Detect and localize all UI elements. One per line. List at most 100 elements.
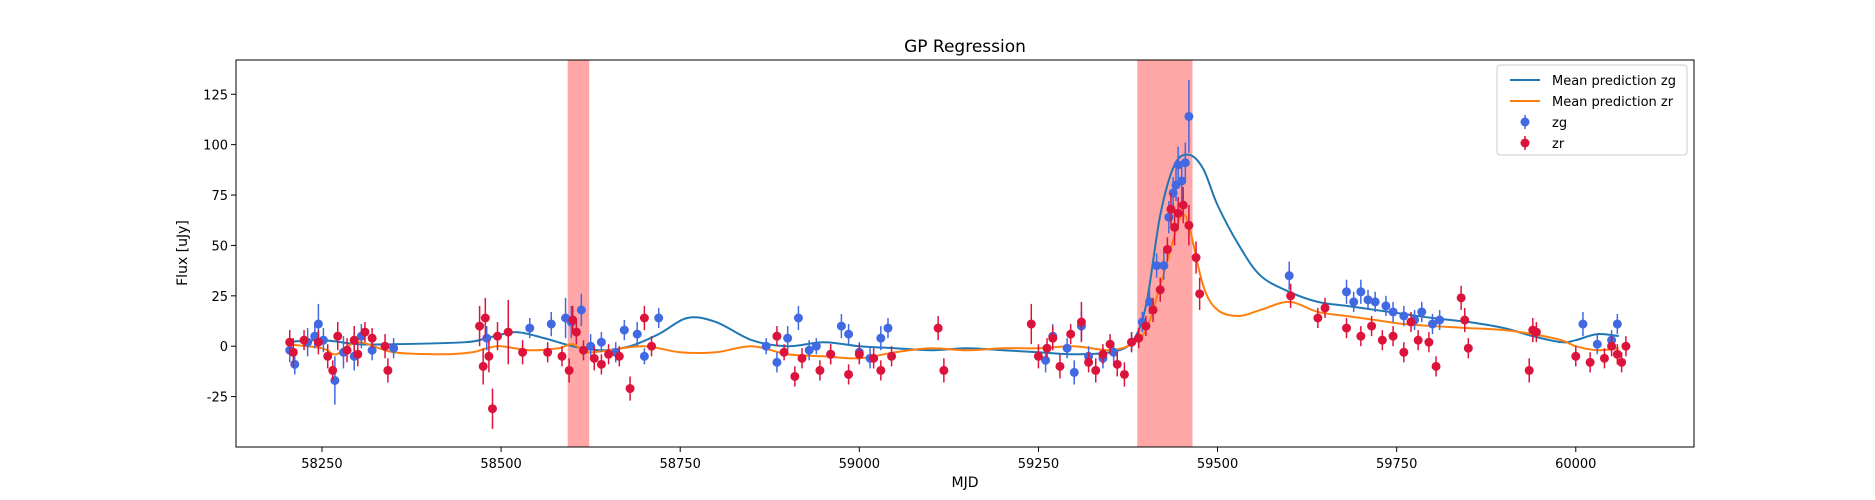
zg-point [1356, 279, 1366, 304]
y-tick-label: 25 [211, 290, 228, 305]
y-tick-label: 0 [220, 340, 228, 355]
zg-point [576, 293, 586, 327]
zr-point [596, 354, 606, 375]
zg-point [876, 326, 886, 351]
zr-marker [1141, 321, 1151, 331]
zr-point [790, 366, 800, 387]
zr-point [1617, 352, 1627, 373]
zr-marker [1191, 253, 1201, 263]
zr-marker [1119, 369, 1129, 379]
zr-point [1055, 354, 1065, 379]
zr-point [1531, 322, 1541, 343]
y-tick-label: 75 [211, 189, 228, 204]
zr-marker [480, 313, 490, 323]
zr-marker [596, 359, 606, 369]
zr-point [876, 360, 886, 381]
zg-marker [783, 333, 793, 343]
zr-point [1413, 330, 1423, 351]
zr-point [288, 338, 298, 367]
zr-marker [625, 384, 635, 394]
zg-point [1152, 253, 1162, 278]
zr-point [647, 336, 657, 357]
zr-marker [779, 347, 789, 357]
zr-marker [1042, 343, 1052, 353]
x-tick-label: 58500 [480, 457, 521, 472]
zr-marker [1424, 337, 1434, 347]
zg-point [654, 307, 664, 329]
zg-marker [1152, 261, 1162, 271]
zr-marker [1055, 361, 1065, 371]
zr-point [1191, 241, 1201, 274]
zr-point [887, 346, 897, 367]
zg-point [1184, 80, 1194, 153]
zr-marker [815, 365, 825, 375]
zg-marker [761, 341, 771, 351]
legend-label: zg [1552, 116, 1567, 131]
zg-point [1173, 146, 1183, 183]
zg-marker [367, 345, 377, 355]
zg-marker [619, 325, 629, 335]
zr-point [557, 346, 567, 367]
zr-point [1178, 186, 1188, 224]
zg-marker [1164, 212, 1174, 222]
zg-point [793, 305, 803, 331]
y-tick-label: -25 [207, 391, 228, 406]
zg-point [1177, 160, 1187, 202]
zg-point [1612, 313, 1622, 335]
zg-marker [586, 341, 596, 351]
zr-marker [1463, 343, 1473, 353]
zg-marker [793, 313, 803, 323]
zg-point [836, 313, 846, 339]
zr-point [1377, 330, 1387, 351]
zr-point [1155, 277, 1165, 302]
zr-point [1148, 297, 1158, 323]
zr-point [1112, 352, 1122, 377]
zr-point [1342, 318, 1352, 339]
plot-frame [235, 59, 1695, 448]
zr-marker [1388, 331, 1398, 341]
zr-marker [1026, 319, 1036, 329]
zg-point [1349, 291, 1359, 312]
zg-marker [883, 323, 893, 333]
zg-marker [1399, 311, 1409, 321]
x-axis-ticks: 58250 58500 58750 59000 59250 59500 59750 60000 [301, 447, 1596, 472]
zg-point [804, 340, 814, 361]
zr-point [1084, 352, 1094, 373]
zg-marker [1349, 297, 1359, 307]
zg-point [1284, 261, 1294, 290]
zr-point [1612, 344, 1622, 365]
zr-marker [313, 337, 323, 347]
zr-point [844, 364, 854, 385]
zr-point [564, 358, 574, 383]
zg-marker [1159, 261, 1169, 271]
zg-point [1417, 301, 1427, 323]
zg-marker [1144, 297, 1154, 307]
zg-marker [1342, 287, 1352, 297]
zr-point [939, 358, 949, 383]
zg-point [1062, 338, 1072, 359]
zr-marker [353, 349, 363, 359]
zr-marker [299, 335, 309, 345]
y-tick-label: 100 [203, 139, 228, 154]
zr-marker [1105, 339, 1115, 349]
zg-point [1427, 313, 1437, 335]
zr-point [1286, 283, 1296, 308]
zg-point [1363, 289, 1373, 310]
zr-marker [604, 349, 614, 359]
zr-point [589, 346, 599, 371]
zr-marker [1356, 331, 1366, 341]
zr-marker [844, 369, 854, 379]
zr-point [1599, 348, 1609, 369]
zg-point [761, 338, 771, 355]
zr-point [328, 360, 338, 381]
legend-marker-swatch [1520, 117, 1530, 127]
zr-marker [568, 315, 578, 325]
zr-marker [1048, 333, 1058, 343]
zg-marker [1612, 319, 1622, 329]
zr-point [484, 340, 494, 373]
zg-marker [639, 351, 649, 361]
zg-point [389, 338, 399, 359]
zr-point [1356, 326, 1366, 347]
zr-point [1076, 301, 1086, 343]
zr-marker [854, 349, 864, 359]
